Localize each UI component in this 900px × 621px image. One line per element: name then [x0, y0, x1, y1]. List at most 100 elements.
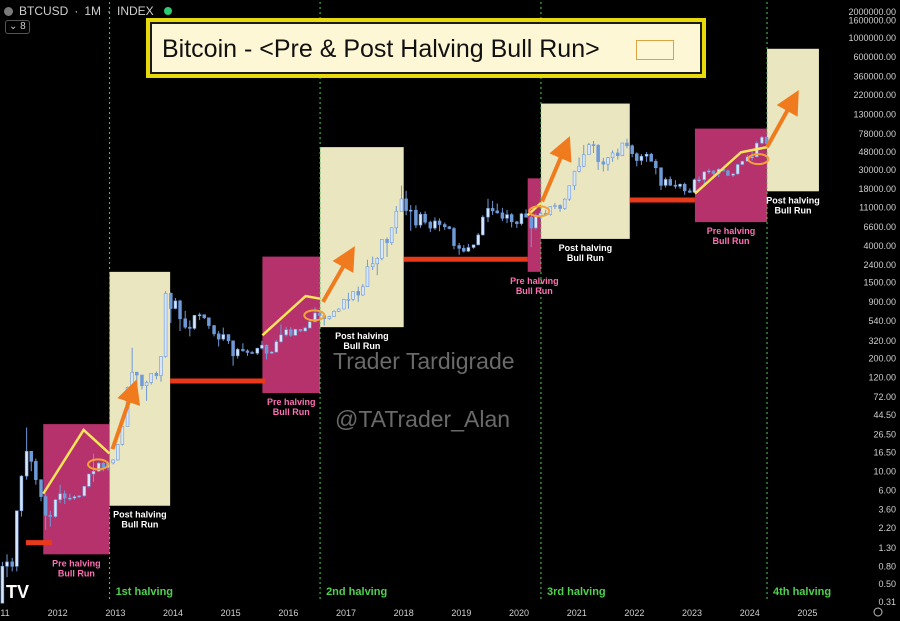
x-tick-label-5: 2016: [278, 608, 298, 618]
candle-body-16: [77, 495, 81, 498]
candle-body-41: [197, 314, 202, 317]
candle-body-159: [764, 137, 769, 144]
candle-body-44: [212, 325, 216, 335]
watermark-handle: @TATrader_Alan: [335, 406, 511, 432]
zone-post-3: [320, 147, 404, 328]
y-tick-label-27: 3.60: [878, 505, 896, 515]
candle-body-4: [19, 475, 24, 512]
x-tick-label-13: 2024: [740, 608, 760, 618]
interval-label[interactable]: 1M: [84, 4, 102, 18]
candle-body-23: [111, 459, 115, 464]
candle-body-118: [567, 185, 572, 200]
candle-body-53: [255, 347, 260, 354]
candle-body-5: [24, 450, 29, 477]
chart-title: Bitcoin - <Pre & Post Halving Bull Run>: [162, 35, 600, 63]
candle-body-153: [735, 164, 740, 175]
candle-body-128: [616, 152, 620, 156]
candle-body-78: [375, 257, 380, 265]
candle-body-0: [0, 566, 5, 604]
candle-body-141: [678, 183, 682, 187]
candle-body-72: [346, 298, 351, 301]
candle-body-40: [192, 315, 197, 329]
candle-body-96: [462, 247, 466, 252]
x-tick-label-12: 2023: [682, 608, 702, 618]
candle-body-124: [596, 145, 600, 163]
y-tick-label-0: 2000000.00: [848, 7, 896, 17]
candle-body-131: [630, 145, 634, 154]
candle-body-111: [534, 216, 538, 229]
candle-body-138: [663, 179, 668, 186]
candle-body-69: [332, 311, 336, 317]
candle-body-135: [649, 153, 653, 162]
candle-body-88: [423, 213, 427, 223]
candle-body-63: [303, 327, 307, 332]
y-tick-label-29: 1.30: [878, 543, 896, 553]
zone-label-1-1: Bull Run: [121, 520, 158, 530]
x-tick-label-9: 2020: [509, 608, 529, 618]
y-tick-label-7: 78000.00: [858, 129, 896, 139]
candle-body-11: [53, 499, 58, 517]
candle-body-46: [221, 334, 226, 340]
candle-body-50: [241, 349, 245, 352]
candle-body-47: [226, 334, 231, 342]
y-tick-label-19: 200.00: [868, 354, 896, 364]
market-status-icon: [163, 7, 172, 15]
indicator-toggle-button[interactable]: ⌄ 8: [5, 20, 30, 34]
candle-body-102: [490, 208, 495, 212]
candle-body-84: [404, 198, 408, 211]
zone-label-6-1: Bull Run: [712, 236, 749, 246]
candle-body-152: [731, 173, 735, 176]
candle-body-21: [101, 462, 106, 468]
zone-post-7: [767, 48, 819, 192]
zone-label-7-1: Bull Run: [774, 205, 811, 215]
candle-body-18: [87, 473, 91, 487]
candle-body-73: [351, 291, 355, 300]
watermark-name: Trader Tardigrade: [333, 348, 515, 374]
author-logo-icon: [636, 40, 674, 60]
symbol-label[interactable]: BTCUSD: [19, 4, 69, 18]
candle-body-42: [202, 314, 206, 319]
symbol-icon: [4, 6, 13, 16]
highlight-ellipse-2: [528, 205, 551, 218]
y-tick-label-11: 11000.00: [859, 203, 896, 213]
y-tick-label-30: 0.80: [878, 561, 896, 571]
candle-body-98: [471, 244, 476, 248]
candle-body-120: [577, 165, 581, 172]
candle-body-90: [433, 220, 437, 229]
zone-label-4-0: Pre halving: [510, 276, 559, 286]
y-tick-label-12: 6600.00: [863, 222, 896, 232]
x-tick-label-11: 2022: [624, 608, 644, 618]
x-tick-label-8: 2019: [451, 608, 471, 618]
candle-body-85: [408, 209, 413, 212]
candle-body-121: [581, 154, 586, 167]
candle-body-57: [274, 341, 279, 353]
candle-body-68: [327, 316, 332, 320]
candle-body-103: [495, 210, 499, 214]
candle-body-154: [740, 161, 745, 165]
y-tick-label-9: 30000.00: [858, 165, 896, 175]
candle-body-117: [562, 198, 567, 209]
trend-arrow-2: [540, 136, 572, 203]
candle-body-8: [39, 479, 43, 497]
candle-body-24: [116, 444, 120, 461]
zone-label-5-0: Post halving: [559, 243, 613, 253]
candle-body-15: [72, 496, 77, 499]
candle-body-94: [452, 228, 456, 246]
candle-body-87: [418, 213, 423, 226]
candle-body-83: [399, 198, 404, 212]
x-tick-label-10: 2021: [567, 608, 587, 618]
candle-body-38: [183, 318, 187, 328]
candle-body-86: [414, 209, 418, 226]
halving-label-3: 4th halving: [773, 586, 831, 598]
candle-body-43: [207, 317, 211, 326]
candle-body-134: [644, 153, 649, 157]
candle-body-79: [380, 239, 384, 259]
x-tick-label-0: 2011: [0, 608, 10, 618]
candle-body-148: [711, 170, 716, 174]
candle-body-116: [558, 205, 562, 209]
candle-body-12: [58, 493, 62, 500]
candle-body-151: [726, 170, 730, 176]
candle-body-108: [519, 213, 524, 224]
y-tick-label-13: 4000.00: [863, 241, 896, 251]
